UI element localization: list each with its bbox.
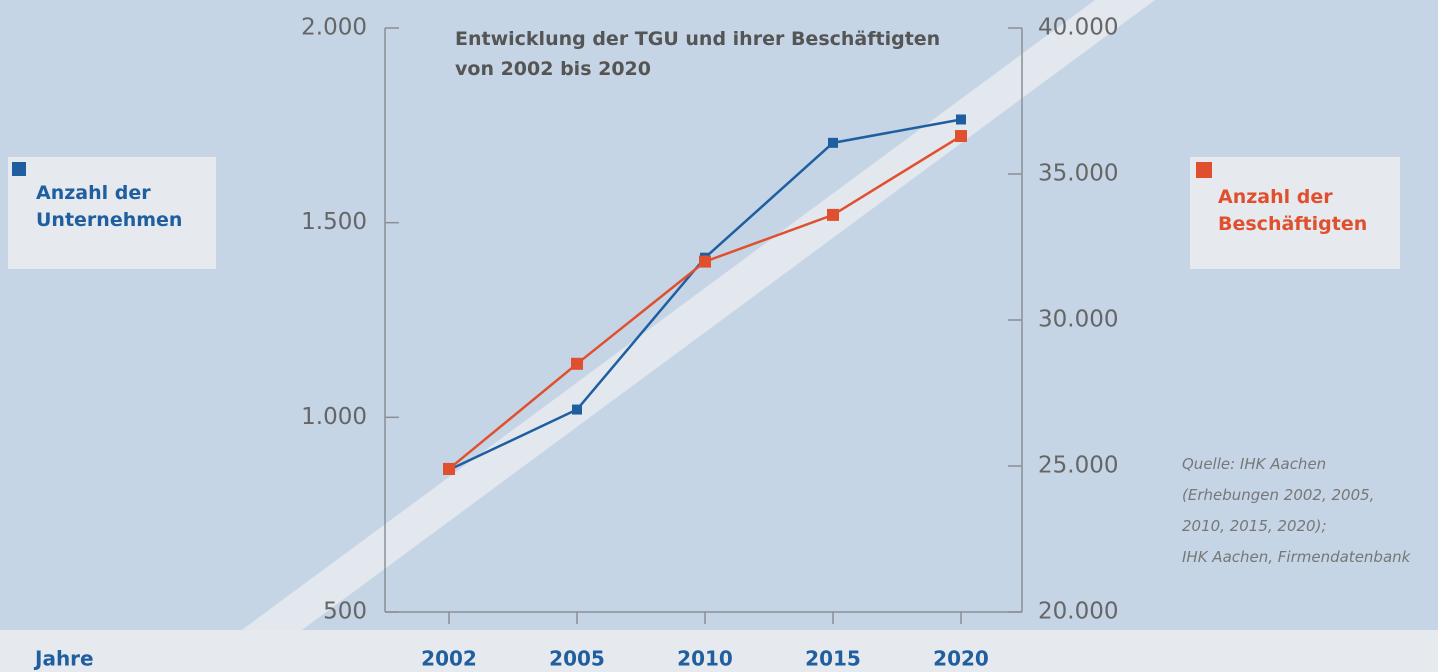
- x-axis-label: Jahre: [33, 647, 94, 671]
- y-tick-label: 500: [323, 599, 367, 625]
- marker: [572, 404, 582, 415]
- marker: [956, 114, 966, 125]
- legend-label: Anzahl der Beschäftigten: [1218, 186, 1368, 235]
- y-tick-label: 1.500: [301, 209, 367, 235]
- x-tick-label: 2002: [421, 647, 477, 671]
- marker: [443, 462, 455, 475]
- legend-swatch: [12, 162, 26, 176]
- source-note: (Erhebungen 2002, 2005,: [1182, 486, 1375, 504]
- marker: [699, 255, 711, 268]
- marker: [955, 130, 967, 143]
- diagonal-band: [185, 0, 1155, 672]
- marker: [828, 137, 838, 148]
- source-note: 2010, 2015, 2020);: [1182, 517, 1327, 535]
- marker: [571, 357, 583, 370]
- x-tick-label: 2005: [549, 647, 605, 671]
- chart-title: Entwicklung der TGU und ihrer Beschäftig…: [455, 28, 941, 80]
- x-tick-label: 2020: [933, 647, 989, 671]
- legend-label: Anzahl der Unternehmen: [36, 182, 183, 231]
- marker: [827, 208, 839, 221]
- source-note: Quelle: IHK Aachen: [1182, 455, 1327, 473]
- y2-tick-label: 35.000: [1038, 161, 1118, 187]
- y2-tick-label: 30.000: [1038, 307, 1118, 333]
- legend-box: [8, 157, 216, 269]
- y2-tick-label: 40.000: [1038, 15, 1118, 41]
- legend-box: [1190, 157, 1400, 269]
- y-tick-label: 1.000: [301, 404, 367, 430]
- legend-swatch: [1196, 162, 1212, 178]
- y-tick-label: 2.000: [301, 15, 367, 41]
- bottom-strip: [0, 630, 1438, 672]
- source-note: IHK Aachen, Firmendatenbank: [1182, 548, 1411, 566]
- x-tick-label: 2010: [677, 647, 733, 671]
- y2-tick-label: 25.000: [1038, 453, 1118, 479]
- x-tick-label: 2015: [805, 647, 861, 671]
- y2-tick-label: 20.000: [1038, 599, 1118, 625]
